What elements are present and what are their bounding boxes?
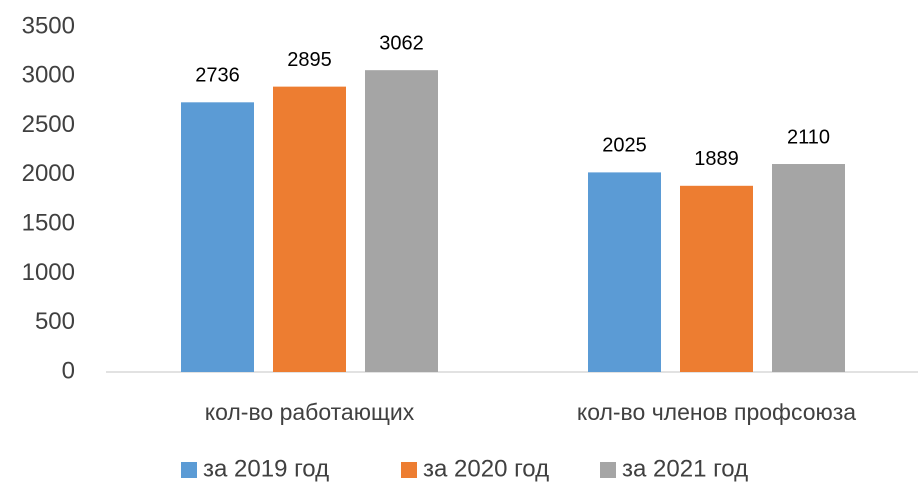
y-tick-label: 0 [62, 357, 75, 384]
y-tick-label: 3000 [22, 62, 75, 89]
legend-label: за 2019 год [203, 455, 329, 482]
x-tick-label: кол-во членов профсоюза [577, 399, 856, 425]
x-tick-label: кол-во работающих [205, 399, 415, 425]
legend-label: за 2021 год [622, 455, 748, 482]
data-label: 2736 [195, 65, 240, 87]
y-tick-label: 3500 [22, 12, 75, 39]
legend-label: за 2020 год [423, 455, 549, 482]
bar [680, 185, 753, 372]
data-label: 3062 [379, 32, 424, 54]
legend-swatch [401, 462, 417, 478]
y-tick-label: 1500 [22, 209, 75, 236]
legend-swatch [181, 462, 197, 478]
data-label: 2025 [602, 135, 647, 157]
data-label: 1889 [694, 148, 739, 170]
y-tick-label: 500 [35, 308, 75, 335]
bar [365, 70, 438, 372]
bar [181, 102, 254, 373]
bar [588, 172, 661, 372]
y-tick-label: 2500 [22, 111, 75, 138]
data-label: 2895 [287, 49, 332, 71]
legend-swatch [600, 462, 616, 478]
data-label: 2110 [787, 126, 830, 148]
bar [273, 86, 346, 372]
bar [772, 164, 845, 372]
y-tick-label: 1000 [22, 259, 75, 286]
y-tick-label: 2000 [22, 160, 75, 187]
